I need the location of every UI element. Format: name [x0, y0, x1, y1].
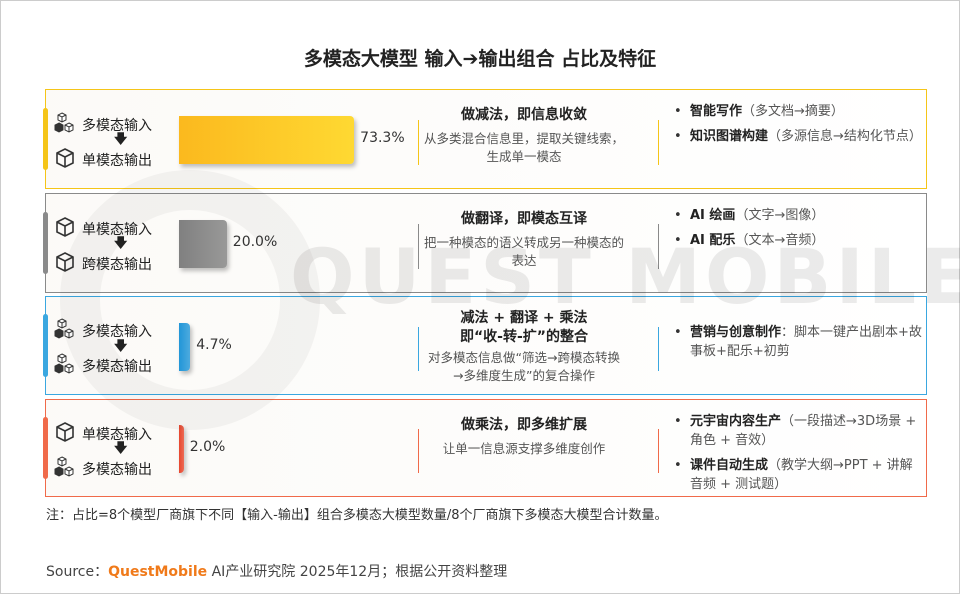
application-item: 元宇宙内容生产（一段描述→3D场景 + 角色 + 音效） [674, 412, 924, 450]
multi-cube-icon [54, 111, 76, 138]
brand-name: QuestMobile [108, 564, 208, 580]
row-accent [43, 417, 48, 479]
arrow-down-icon: 🡇 [114, 236, 128, 252]
application-item: 营销与创意制作：脚本一键产出剧本+故事板+配乐+初剪 [674, 323, 924, 361]
divider [418, 120, 419, 165]
description: 做翻译，即模态互译 把一种模态的语义转成另一种模态的表达 [424, 210, 624, 270]
single-cube-icon [54, 421, 76, 447]
input-label: 多模态输入 [82, 117, 152, 134]
desc-heading: 做减法，即信息收敛 [461, 107, 587, 123]
desc-heading: 减法 + 翻译 + 乘法 [460, 310, 588, 326]
output-label: 多模态输出 [82, 461, 152, 478]
desc-heading: 做乘法，即多维扩展 [461, 417, 587, 433]
desc-heading-2: 即“收-转-扩”的整合 [459, 329, 589, 345]
output-label: 单模态输出 [82, 152, 152, 169]
multi-cube-icon [54, 353, 76, 379]
divider [658, 326, 659, 372]
application-item: AI 配乐（文本→音频） [674, 231, 924, 250]
desc-summary: 对多模态信息做“筛选→跨模态转换→多维度生成”的复合操作 [428, 350, 620, 383]
share-bar [179, 322, 191, 371]
footnote: 注：占比=8个模型厂商旗下不同【输入-输出】组合多模态大模型数量/8个厂商旗下多… [46, 508, 668, 523]
row-accent [43, 107, 48, 171]
single-cube-icon [54, 251, 76, 277]
application-item: 课件自动生成（教学大纲→PPT + 讲解音频 + 测试题） [674, 456, 924, 494]
multi-cube-icon [54, 456, 76, 482]
desc-heading: 做翻译，即模态互译 [461, 211, 587, 227]
combo-row: 多模态输入 🡇 多模态输出 4.7% 减法 + 翻译 + 乘法 即“收-转-扩”… [43, 296, 927, 395]
share-value: 20.0% [232, 234, 278, 250]
combo-row: 单模态输入 🡇 跨模态输出 20.0% 做翻译，即模态互译 把一种模态的语义转成… [43, 193, 927, 293]
share-bar [179, 425, 184, 473]
input-label: 单模态输入 [82, 427, 152, 444]
io-combo: 多模态输入 🡇 多模态输出 [54, 297, 174, 394]
share-value: 4.7% [196, 336, 232, 353]
applications: 营销与创意制作：脚本一键产出剧本+故事板+配乐+初剪 [674, 323, 924, 367]
combo-row: 多模态输入 🡇 单模态输出 73.3% 做减法，即信息收敛 从多类混合信息里，提… [43, 89, 927, 189]
share-bar [179, 220, 227, 268]
input-label: 多模态输入 [82, 324, 152, 341]
source: Source：QuestMobile AI产业研究院 2025年12月；根据公开… [46, 564, 508, 580]
share-value: 73.3% [360, 130, 405, 146]
arrow-down-icon: 🡇 [114, 338, 128, 354]
row-accent [43, 314, 48, 377]
application-item: AI 绘画（文字→图像） [674, 206, 924, 225]
divider [418, 224, 419, 269]
description: 做减法，即信息收敛 从多类混合信息里，提取关键线索，生成单一模态 [424, 106, 624, 166]
divider [658, 429, 659, 474]
divider [658, 224, 659, 269]
single-cube-icon [54, 216, 76, 242]
desc-summary: 让单一信息源支撑多维度创作 [442, 441, 606, 456]
io-combo: 单模态输入 🡇 多模态输出 [54, 400, 174, 496]
share-bar [179, 116, 355, 164]
applications: 智能写作（多文档→摘要） 知识图谱构建（多源信息→结构化节点） [674, 102, 924, 152]
share-value: 2.0% [189, 439, 226, 455]
application-item: 知识图谱构建（多源信息→结构化节点） [674, 127, 924, 146]
output-label: 多模态输出 [82, 359, 152, 376]
divider [418, 326, 419, 372]
input-label: 单模态输入 [82, 221, 152, 238]
description: 减法 + 翻译 + 乘法 即“收-转-扩”的整合 对多模态信息做“筛选→跨模态转… [424, 309, 624, 385]
divider [658, 120, 659, 165]
applications: AI 绘画（文字→图像） AI 配乐（文本→音频） [674, 206, 924, 256]
application-item: 智能写作（多文档→摘要） [674, 102, 924, 121]
row-accent [43, 211, 48, 275]
output-label: 跨模态输出 [82, 256, 152, 273]
combo-row: 单模态输入 🡇 多模态输出 2.0% 做乘法，即多维扩展 让单一信息源支撑多维度… [43, 399, 927, 500]
page-title: 多模态大模型 输入➔输出组合 占比及特征 [303, 48, 657, 70]
divider [418, 429, 419, 474]
desc-summary: 从多类混合信息里，提取关键线索，生成单一模态 [424, 131, 625, 164]
description: 做乘法，即多维扩展 让单一信息源支撑多维度创作 [424, 416, 624, 458]
io-combo: 多模态输入 🡇 单模态输出 [54, 90, 174, 188]
applications: 元宇宙内容生产（一段描述→3D场景 + 角色 + 音效） 课件自动生成（教学大纲→… [674, 412, 924, 500]
single-cube-icon [54, 147, 76, 173]
arrow-down-icon: 🡇 [114, 441, 128, 457]
arrow-down-icon: 🡇 [114, 132, 128, 148]
desc-summary: 把一种模态的语义转成另一种模态的表达 [424, 235, 625, 268]
multi-cube-icon [54, 318, 76, 344]
io-combo: 单模态输入 🡇 跨模态输出 [54, 194, 174, 292]
